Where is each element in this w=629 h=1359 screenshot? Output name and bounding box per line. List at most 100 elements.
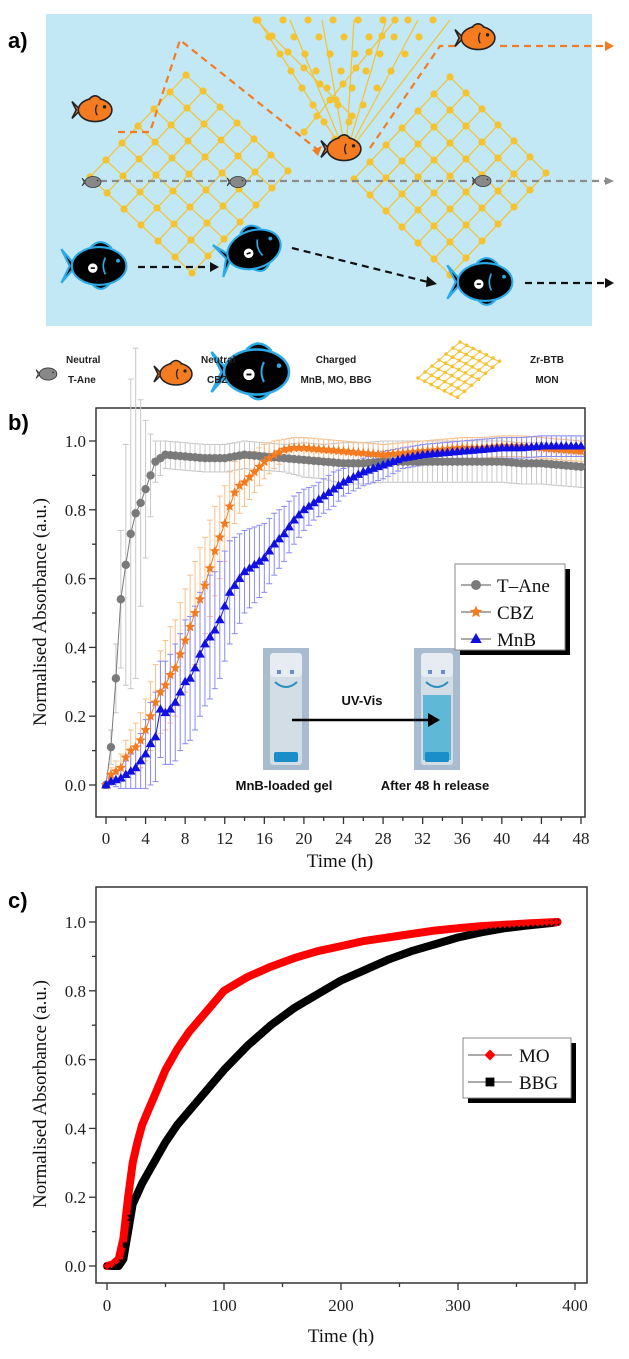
data-point-square [342, 975, 349, 982]
data-point-diamond [449, 925, 457, 933]
data-point-square [136, 1185, 143, 1192]
data-point-square [389, 955, 396, 961]
mesh-node [304, 16, 312, 24]
mesh-node [456, 377, 461, 381]
data-point-star [239, 476, 250, 487]
data-point-square [338, 977, 344, 984]
small-gray-fish-icon [35, 367, 58, 381]
y-tick-label: 0.6 [65, 1051, 86, 1070]
mof-meshes [86, 16, 550, 279]
data-point-diamond [201, 1009, 209, 1017]
data-point-star [224, 500, 235, 511]
fish-body [84, 176, 102, 188]
fish-eye [502, 274, 506, 279]
data-point-diamond [267, 963, 275, 971]
data-point-diamond [328, 944, 336, 952]
mesh-node [430, 156, 438, 164]
fish-fin [471, 23, 485, 29]
data-point-circle [106, 742, 116, 752]
fish-tail [212, 244, 234, 278]
mesh-node [451, 346, 455, 350]
mesh-node [443, 379, 447, 384]
data-point-diamond [239, 976, 247, 984]
key-tane-line2: T-Ane [68, 375, 96, 386]
data-point-diamond [145, 1104, 153, 1113]
data-point-square [174, 1122, 181, 1128]
data-point-star [170, 662, 181, 673]
data-point-square [193, 1100, 199, 1106]
small-gray-fish-icon [81, 176, 102, 188]
data-point-square [497, 926, 503, 932]
small-gray-fish-icon [471, 175, 492, 187]
mesh-node [337, 67, 345, 75]
data-point-star [145, 710, 156, 721]
mesh-node [309, 101, 317, 109]
data-point-square [324, 985, 330, 992]
data-point-square [225, 1062, 232, 1068]
fish-body [70, 246, 128, 286]
data-point-star [318, 444, 329, 454]
data-point-square [328, 983, 335, 989]
data-point-star [328, 445, 339, 455]
mesh-node [455, 395, 460, 400]
mesh-node [329, 16, 337, 24]
charged-black-fish-icon [60, 241, 128, 290]
data-point-diamond [295, 953, 303, 961]
mesh-node [430, 255, 438, 263]
x-tick-label: 300 [445, 1296, 471, 1315]
c-legend-items: MO BBG [468, 1046, 558, 1094]
y-tick-label: 0.8 [65, 501, 86, 520]
mesh-node [476, 377, 481, 382]
mesh-node [376, 50, 384, 58]
data-point-diamond [206, 1003, 214, 1011]
mesh-node [404, 16, 412, 24]
data-point-diamond [131, 1148, 139, 1157]
cbz-arrowhead-2 [605, 41, 614, 51]
mesh-node [366, 158, 374, 166]
mesh-node [414, 107, 422, 115]
data-point-square [155, 1151, 162, 1158]
data-point-triangle [234, 573, 245, 582]
mesh-node [340, 33, 348, 41]
fish-gill [102, 257, 107, 275]
data-point-diamond [552, 918, 560, 926]
data-point-triangle [244, 563, 255, 572]
data-point-star [120, 752, 131, 762]
data-point-diamond [215, 992, 223, 1000]
data-point-square [459, 933, 466, 940]
panel-c: c) 0 100 200 300 400 0.0 0.2 0.4 0.6 0.8 1.0 Norma… [8, 886, 588, 1347]
data-point-star [115, 762, 126, 773]
mesh-node [387, 67, 395, 75]
mesh-node [422, 379, 427, 384]
mesh-node [219, 202, 227, 210]
mesh-strand [321, 19, 347, 156]
data-point-square [277, 1015, 284, 1022]
mesh-strand [345, 19, 387, 156]
mesh-node [491, 356, 495, 360]
data-point-square [384, 956, 391, 963]
mesh-node [470, 365, 475, 369]
data-point-diamond [412, 929, 420, 937]
x-tick-label: 48 [573, 829, 590, 848]
mesh-node [284, 48, 292, 56]
data-point-star [209, 545, 220, 556]
data-point-square [403, 950, 410, 956]
mesh-node [462, 389, 467, 394]
x-tick-label: 28 [375, 829, 392, 848]
data-point-triangle [304, 501, 314, 510]
fish-tail [71, 101, 82, 119]
x-tick-label: 0 [102, 829, 111, 848]
mesh-node [436, 367, 441, 372]
panel-a-label: a) [8, 28, 28, 53]
mesh-node [444, 352, 448, 356]
mesh-node [300, 64, 308, 72]
fish-fin [169, 359, 183, 365]
y-tick-label: 0.4 [65, 638, 87, 657]
data-point-diamond [173, 1045, 181, 1053]
data-point-diamond [346, 940, 354, 948]
mesh-node [167, 121, 175, 129]
data-point-diamond [421, 928, 429, 936]
mesh-node [170, 220, 178, 228]
mesh-node [169, 187, 177, 195]
data-point-triangle [145, 738, 156, 748]
